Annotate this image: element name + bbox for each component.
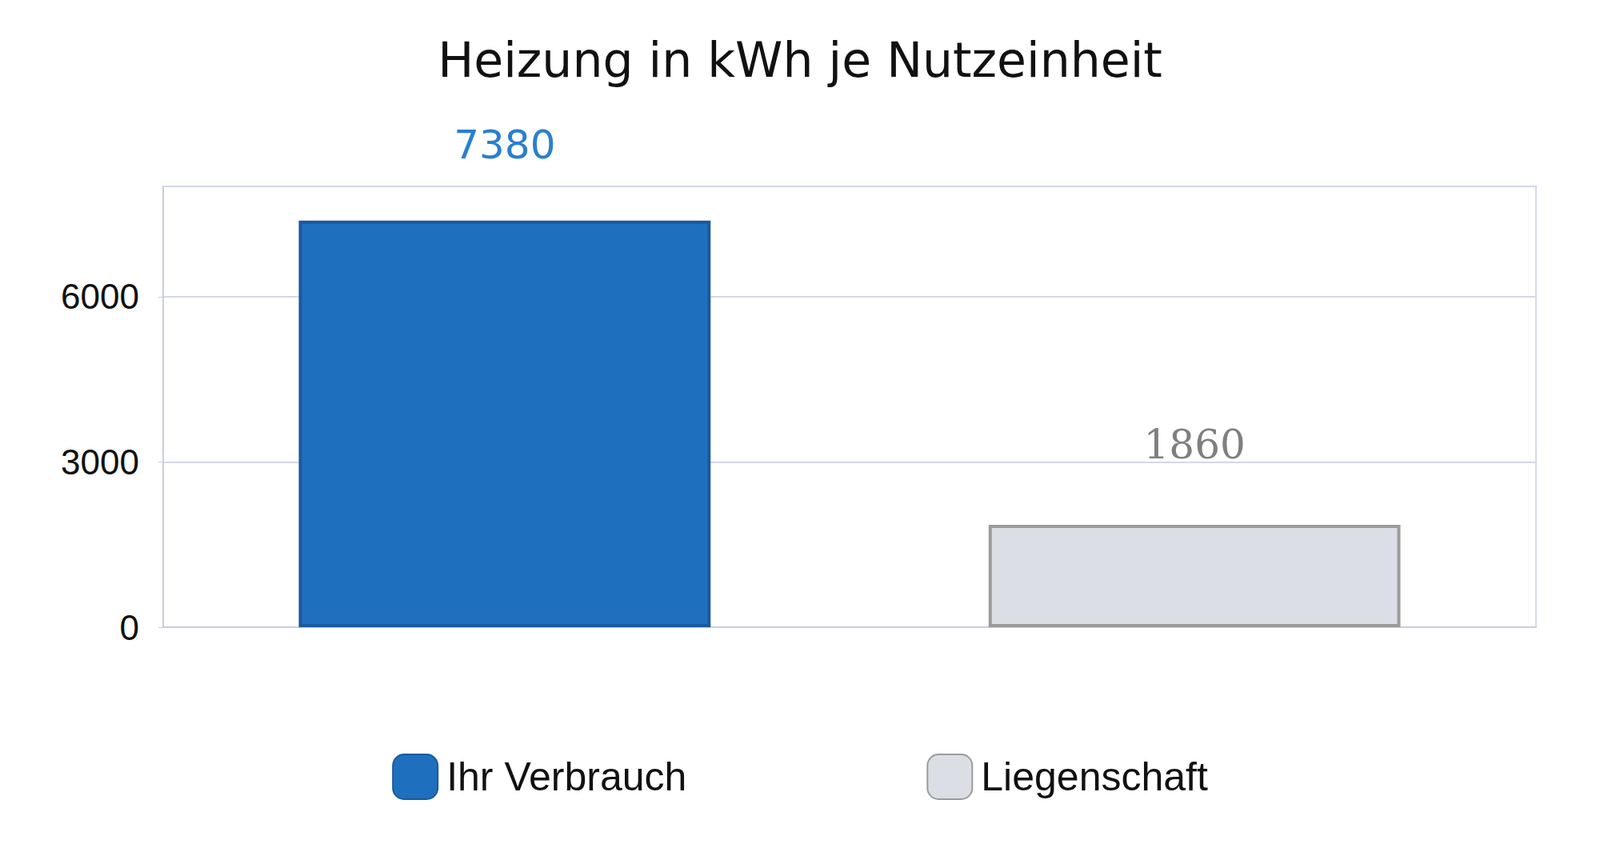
svg-text:Ihr Verbrauch: Ihr Verbrauch: [446, 754, 687, 800]
svg-text:6000: 6000: [60, 276, 140, 316]
svg-text:3000: 3000: [60, 442, 140, 482]
svg-text:Liegenschaft: Liegenschaft: [980, 754, 1208, 800]
svg-text:0: 0: [120, 608, 140, 648]
svg-text:7380: 7380: [453, 121, 556, 168]
svg-text:Heizung in kWh je Nutzeinheit: Heizung in kWh je Nutzeinheit: [437, 32, 1163, 88]
svg-text:1860: 1860: [1144, 421, 1246, 468]
